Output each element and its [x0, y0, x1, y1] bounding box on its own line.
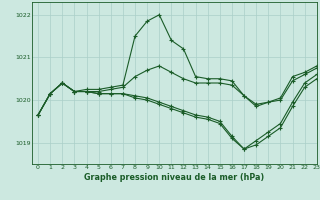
X-axis label: Graphe pression niveau de la mer (hPa): Graphe pression niveau de la mer (hPa): [84, 173, 265, 182]
